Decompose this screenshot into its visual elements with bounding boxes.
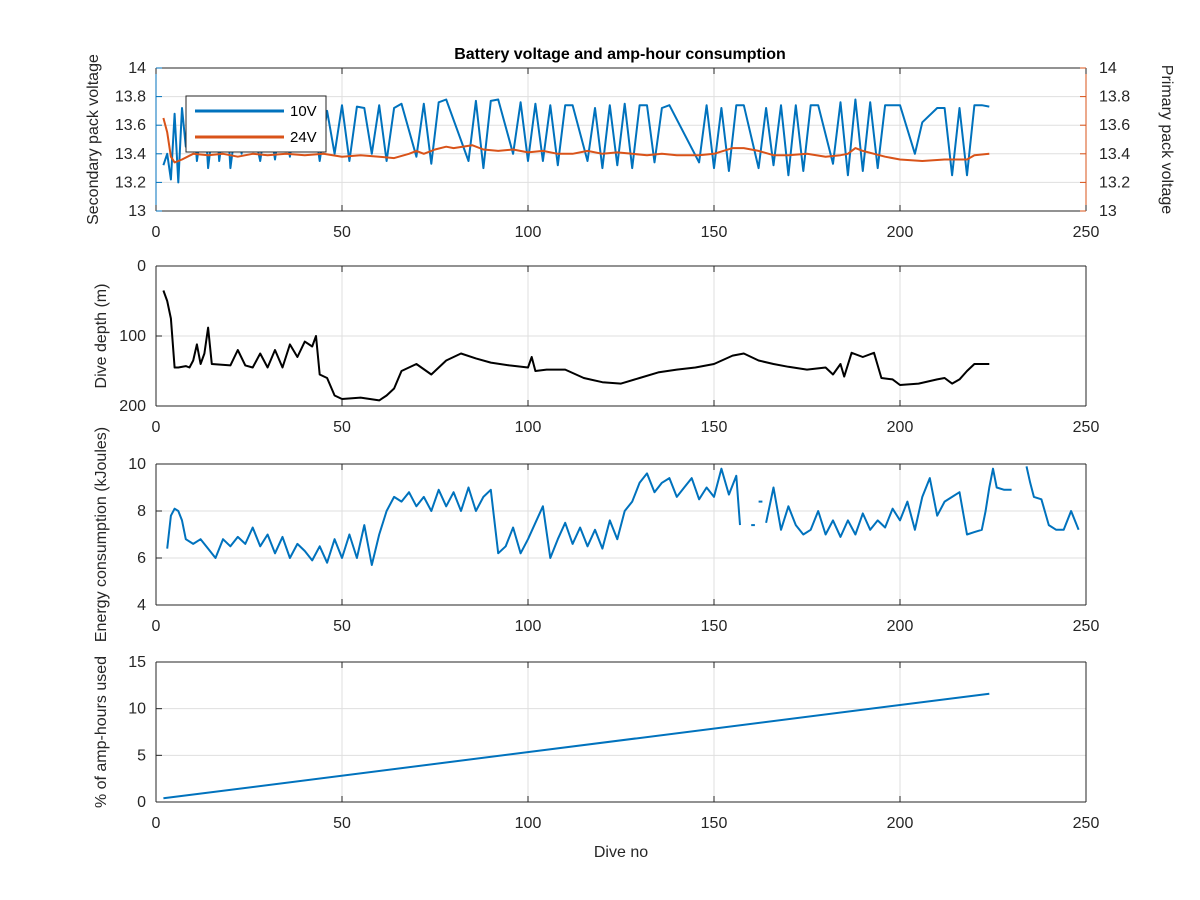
x-tick-label: 250 [1073, 815, 1100, 832]
x-tick-label: 0 [152, 815, 161, 832]
y-tick-label-right: 13.4 [1099, 146, 1130, 163]
y-axis-label: % of amp-hours used [93, 656, 110, 808]
y-axis-label: Secondary pack voltage [85, 54, 102, 225]
y-tick-label: 100 [119, 328, 146, 345]
x-tick-label: 250 [1073, 224, 1100, 241]
y-tick-label: 10 [128, 701, 146, 718]
x-tick-label: 150 [701, 815, 728, 832]
subplot-1: 0 50 100 150 200 250 13 13.2 13.4 13.6 13.8 14 13 13.… [85, 54, 1175, 241]
x-tick-label: 250 [1073, 618, 1100, 635]
legend-box [185, 95, 327, 153]
y-tick-label: 4 [137, 597, 146, 614]
y-axis-label: Energy consumption (kJoules) [93, 427, 110, 642]
x-tick-label: 100 [515, 618, 542, 635]
x-tick-label: 200 [887, 815, 914, 832]
x-tick-label: 250 [1073, 419, 1100, 436]
legend-label: 10V [290, 103, 317, 120]
series-line-4 [765, 467, 1012, 538]
legend: 10V 24V [185, 95, 327, 153]
y-tick-label-right: 13.6 [1099, 117, 1130, 134]
x-tick-label: 150 [701, 419, 728, 436]
x-tick-label: 50 [333, 815, 351, 832]
y-tick-label: 13.8 [115, 89, 146, 106]
y-axis-label: Dive depth (m) [93, 284, 110, 389]
y-tick-label: 13.6 [115, 117, 146, 134]
series-line-24v [162, 117, 990, 164]
x-tick-label: 50 [333, 618, 351, 635]
y-axis-label-right: Primary pack voltage [1158, 65, 1175, 214]
subplot-3: 0 50 100 150 200 250 4 6 8 10 Energy consumption (… [93, 427, 1099, 642]
series-line-5 [1025, 466, 1080, 531]
y-tick-label-right: 13.8 [1099, 89, 1130, 106]
x-tick-label: 0 [152, 224, 161, 241]
y-tick-label: 14 [128, 60, 146, 77]
y-tick-label: 13.2 [115, 174, 146, 191]
x-tick-label: 50 [333, 419, 351, 436]
x-tick-label: 150 [701, 618, 728, 635]
series-line-1 [166, 467, 741, 566]
y-tick-label-right: 13.2 [1099, 174, 1130, 191]
y-tick-label: 13 [128, 203, 146, 220]
x-tick-label: 200 [887, 224, 914, 241]
y-tick-label: 8 [137, 503, 146, 520]
subplot-2: 0 50 100 150 200 250 0 100 200 Dive depth (m) [93, 258, 1099, 436]
y-tick-label: 6 [137, 550, 146, 567]
x-tick-label: 0 [152, 419, 161, 436]
subplot-4: 0 50 100 150 200 250 0 5 10 15 % of amp-hours used… [93, 654, 1099, 861]
x-tick-label: 100 [515, 224, 542, 241]
chart-title: Battery voltage and amp-hour consumption [454, 46, 786, 63]
y-tick-label-right: 13 [1099, 203, 1117, 220]
x-tick-label: 100 [515, 815, 542, 832]
y-tick-label: 5 [137, 747, 146, 764]
subplots: 0 50 100 150 200 2501313.213.413.613.8141313.… [85, 54, 1175, 861]
x-tick-label: 150 [701, 224, 728, 241]
y-tick-label: 0 [137, 794, 146, 811]
y-tick-label-right: 14 [1099, 60, 1117, 77]
x-tick-label: 200 [887, 618, 914, 635]
x-tick-label: 100 [515, 419, 542, 436]
y-tick-label: 15 [128, 654, 146, 671]
y-tick-label: 10 [128, 456, 146, 473]
x-tick-label: 50 [333, 224, 351, 241]
legend-label: 24V [290, 129, 317, 146]
series-line-1 [163, 692, 990, 800]
x-tick-label: 200 [887, 419, 914, 436]
y-tick-label: 0 [137, 258, 146, 275]
y-tick-label: 13.4 [115, 146, 146, 163]
series-line-1 [162, 290, 990, 402]
x-tick-label: 0 [152, 618, 161, 635]
y-tick-label: 200 [119, 398, 146, 415]
x-axis-label: Dive no [594, 844, 648, 861]
